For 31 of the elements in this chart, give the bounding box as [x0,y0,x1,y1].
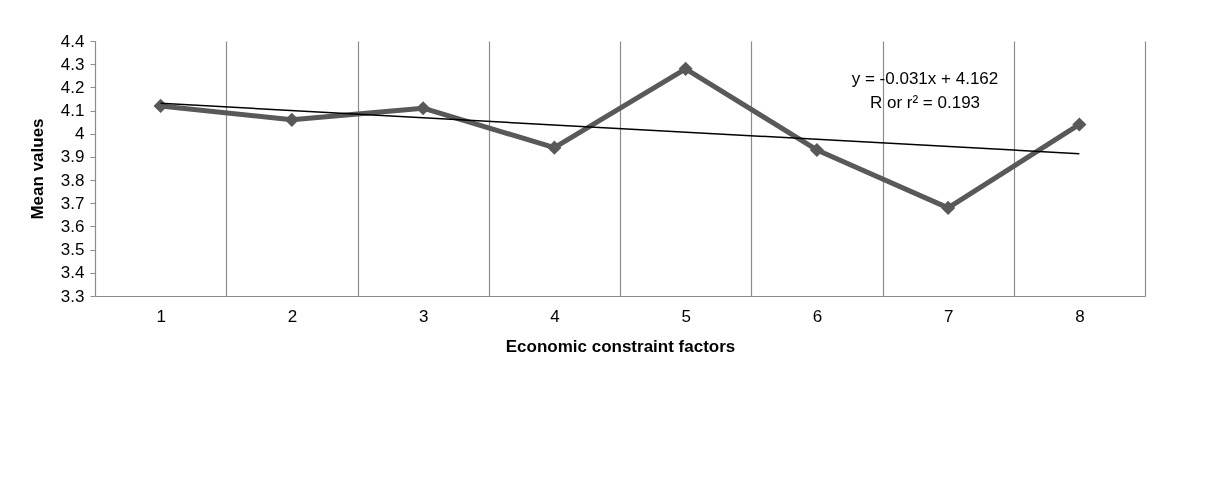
y-tick-label: 3.3 [60,286,85,306]
point [547,140,562,155]
x-tick-label: 5 [681,306,691,326]
x-tick-label: 7 [943,306,954,326]
x-tick-label: 8 [1075,306,1085,326]
annotation: y = -0.031x + 4.162 [851,69,999,88]
x-tick-label: 4 [550,306,560,326]
y-tick-label: 4.2 [60,77,85,97]
y-tick-label: 3.6 [60,216,85,236]
point [678,61,693,76]
x-tick-label: 3 [418,306,429,326]
y-tick-label: 4.4 [60,31,85,51]
y-tick-label: 4 [75,124,85,144]
y-tick-label: 3.8 [60,170,85,190]
y-tick-label: 3.5 [60,240,85,260]
point [809,142,824,158]
y-tick-label: 4.1 [60,101,85,121]
x-tick-label: 6 [812,306,823,326]
y-tick-label: 4.3 [60,54,85,74]
point [941,200,956,215]
x-tick-label: 2 [287,306,298,326]
annotation: R or r² = 0.193 [869,93,981,112]
y-tick-label: 3.4 [60,263,85,283]
point [416,101,431,116]
x-tick-label: 1 [156,306,166,326]
y-tick-label: 3.9 [60,147,85,167]
point [1072,117,1087,132]
point [284,112,299,127]
y-tick-label: 3.7 [60,193,85,213]
x-axis-title: Economic constraint factors [505,336,736,356]
y-axis-title: Mean values [27,118,47,220]
